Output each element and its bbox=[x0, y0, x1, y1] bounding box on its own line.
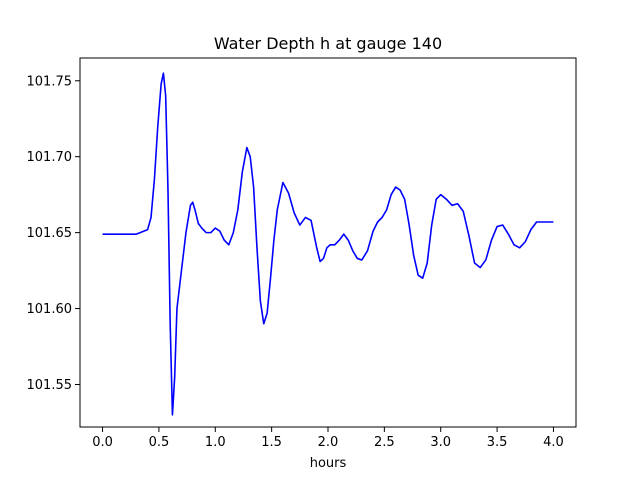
x-tick-label: 0.5 bbox=[149, 435, 170, 450]
x-tick-label: 3.0 bbox=[430, 435, 451, 450]
y-tick-label: 101.55 bbox=[27, 378, 73, 393]
x-axis-label: hours bbox=[310, 456, 347, 471]
x-tick-label: 0.0 bbox=[92, 435, 113, 450]
y-tick-label: 101.60 bbox=[27, 302, 73, 317]
chart-title: Water Depth h at gauge 140 bbox=[214, 34, 442, 53]
series-line-0 bbox=[102, 72, 554, 416]
y-tick-label: 101.70 bbox=[27, 150, 73, 165]
x-tick-label: 4.0 bbox=[543, 435, 564, 450]
plot-frame bbox=[79, 57, 577, 428]
x-tick-label: 1.0 bbox=[205, 435, 226, 450]
y-tick-label: 101.75 bbox=[27, 74, 73, 89]
x-tick-label: 2.5 bbox=[374, 435, 395, 450]
x-tick-label: 1.5 bbox=[261, 435, 282, 450]
x-tick-label: 2.0 bbox=[318, 435, 339, 450]
x-tick-label: 3.5 bbox=[487, 435, 508, 450]
x-axis: 0.0 0.5 1.0 1.5 2.0 2.5 3.0 3.5 4.0 bbox=[92, 427, 564, 450]
y-axis: 101.55 101.60 101.65 101.70 101.75 bbox=[27, 74, 80, 393]
plot-area bbox=[79, 57, 577, 428]
y-tick-label: 101.65 bbox=[27, 226, 73, 241]
